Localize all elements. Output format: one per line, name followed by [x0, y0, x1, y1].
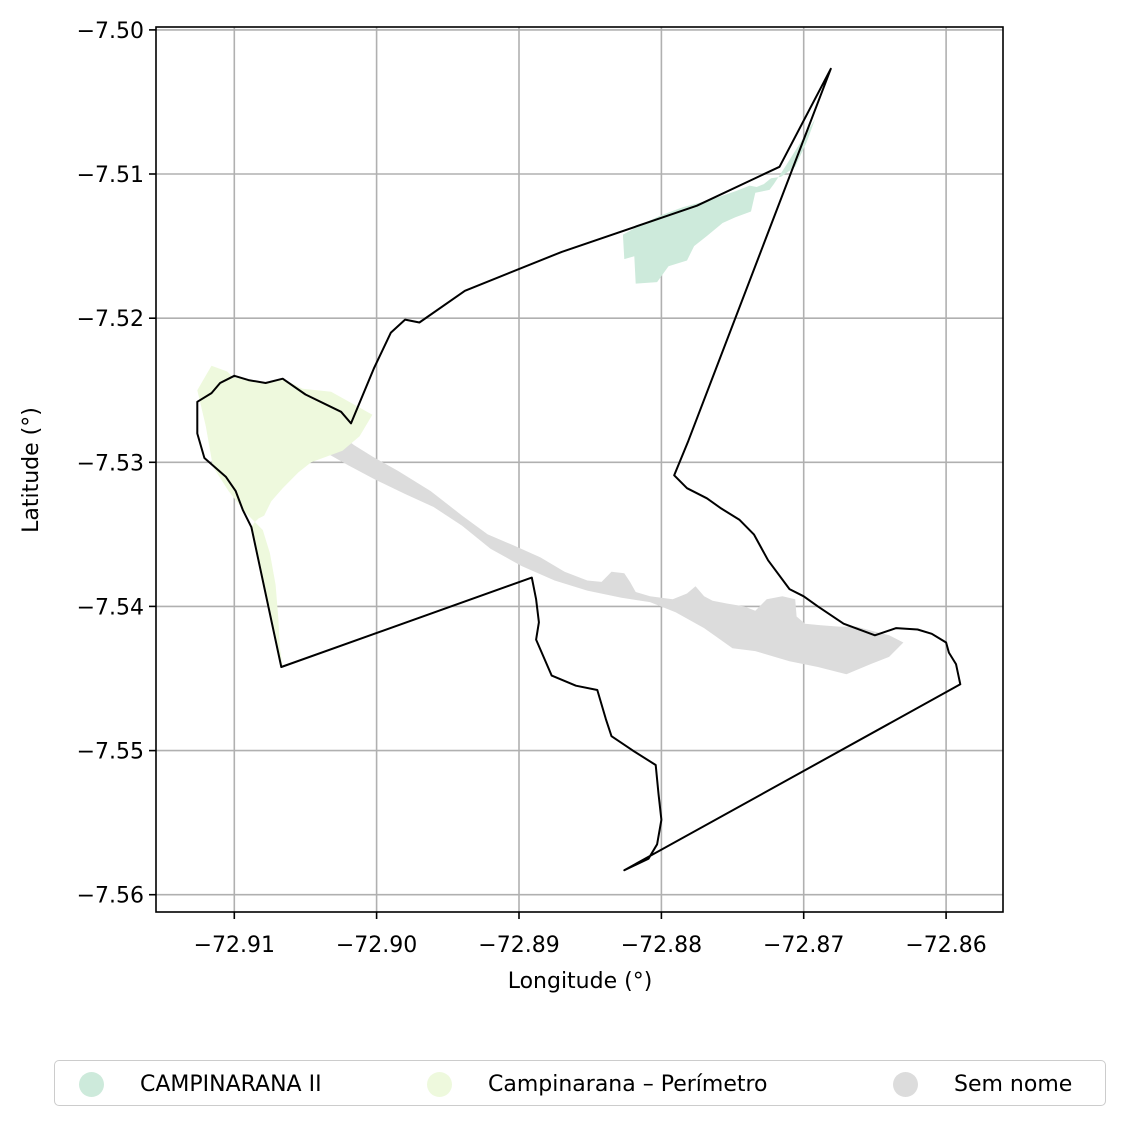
legend-marker-campinarana-ii: [79, 1071, 104, 1097]
legend-marker-sem-nome: [893, 1071, 918, 1097]
region-outline: [196, 67, 962, 872]
axes-frame: [155, 26, 1004, 913]
legend-label-campinarana-perimetro: Campinarana – Perímetro: [488, 1071, 768, 1097]
y-tick-label: −7.55: [77, 740, 144, 765]
legend-marker-campinarana-perimetro: [427, 1071, 452, 1097]
legend-item-campinarana-perimetro: Campinarana – Perímetro: [427, 1061, 768, 1107]
legend: CAMPINARANA II Campinarana – Perímetro S…: [54, 1060, 1106, 1106]
y-tick-label: −7.53: [77, 451, 144, 476]
tick-layer: −72.91 −72.90 −72.89 −72.88 −72.87 −72.86 −7.5…: [77, 19, 987, 958]
legend-label-sem-nome: Sem nome: [954, 1071, 1073, 1097]
map-polygon-sem-nome: [285, 420, 904, 675]
y-tick-label: −7.50: [77, 19, 144, 44]
outline-layer: [196, 67, 962, 872]
y-axis-title: Latitude (°): [19, 407, 44, 533]
x-tick-label: −72.88: [621, 933, 702, 958]
x-tick-label: −72.90: [336, 933, 417, 958]
legend-item-sem-nome: Sem nome: [893, 1061, 1072, 1107]
x-axis-title: Longitude (°): [508, 969, 653, 994]
legend-item-campinarana-ii: CAMPINARANA II: [79, 1061, 322, 1107]
x-tick-label: −72.87: [763, 933, 844, 958]
x-tick-label: −72.91: [194, 933, 275, 958]
map-polygon-campinarana-ii: [622, 119, 816, 284]
y-tick-label: −7.52: [77, 307, 144, 332]
x-tick-label: −72.86: [905, 933, 986, 958]
x-tick-label: −72.89: [478, 933, 559, 958]
y-tick-label: −7.56: [77, 884, 144, 909]
polygon-layer: [197, 119, 904, 675]
y-tick-label: −7.54: [77, 595, 144, 620]
map-figure: −72.91 −72.90 −72.89 −72.88 −72.87 −72.86 −7.5…: [19, 19, 1004, 994]
y-tick-label: −7.51: [77, 163, 144, 188]
map-polygon-campinarana-perimetro: [197, 365, 373, 667]
legend-label-campinarana-ii: CAMPINARANA II: [140, 1071, 322, 1097]
grid-layer: [156, 27, 1003, 912]
